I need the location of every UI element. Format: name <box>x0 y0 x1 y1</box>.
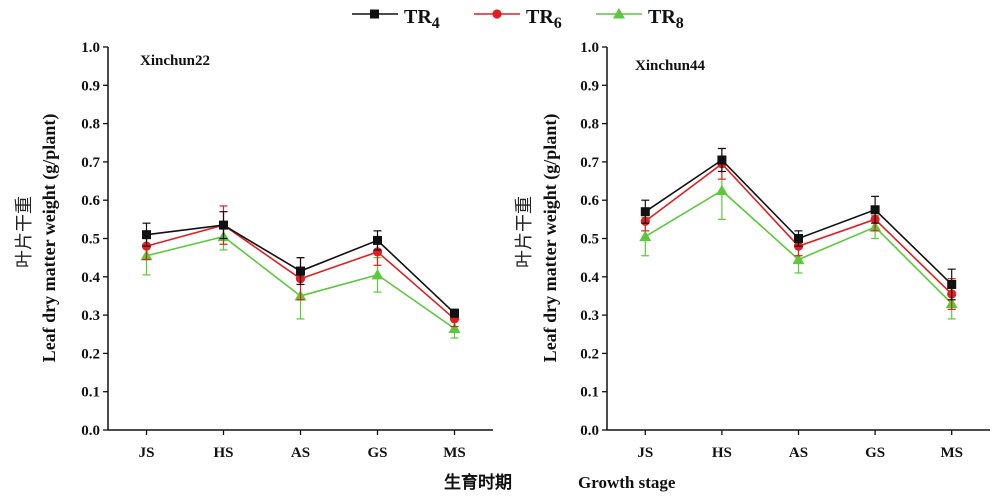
x-tick-label: HS <box>712 445 732 461</box>
legend-label-tr8: TR8 <box>648 6 684 32</box>
x-axis-label-cn: 生育时期 <box>444 472 512 493</box>
legend-label-tr6: TR6 <box>526 6 562 32</box>
y-tick-label: 0.3 <box>580 308 599 324</box>
y-axis-label-cn-right: 叶片干重 <box>514 196 535 268</box>
y-tick-label: 1.0 <box>81 40 100 56</box>
y-tick-label: 0.4 <box>81 270 100 286</box>
y-axis-label-left: Leaf dry matter weight (g/plant) <box>39 114 60 363</box>
y-tick-label: 0.2 <box>81 346 100 362</box>
data-point <box>450 308 459 318</box>
data-point <box>639 230 652 242</box>
x-tick-label: AS <box>291 445 310 461</box>
data-point <box>715 184 728 196</box>
y-tick-label: 0.8 <box>580 117 599 133</box>
y-tick-label: 0.6 <box>81 193 100 209</box>
y-tick-label: 0.5 <box>580 232 599 248</box>
x-tick-label: HS <box>213 445 233 461</box>
data-point <box>717 155 727 165</box>
y-tick-label: 0.6 <box>580 193 599 209</box>
y-tick-label: 0.7 <box>81 155 100 171</box>
series-tr6 <box>640 147 957 310</box>
x-tick-label: GS <box>865 445 885 461</box>
data-point <box>640 207 650 217</box>
legend-item-tr6: TR6 <box>474 6 562 32</box>
y-axis-label-right: Leaf dry matter weight (g/plant) <box>540 114 561 363</box>
x-axis-label: Growth stage <box>578 473 676 492</box>
data-point <box>142 230 151 240</box>
legend: TR4 TR6 TR8 <box>352 6 684 32</box>
y-tick-label: 0.8 <box>81 117 100 133</box>
x-tick-label: MS <box>940 445 963 461</box>
data-point <box>371 268 384 280</box>
x-tick-label: MS <box>443 445 466 461</box>
y-tick-label: 0.0 <box>81 423 100 439</box>
series-tr4 <box>640 147 957 301</box>
panel-title: Xinchun22 <box>140 53 210 69</box>
x-tick-label: AS <box>789 445 808 461</box>
x-tick-label: GS <box>367 445 387 461</box>
x-tick-label: JS <box>139 445 155 461</box>
legend-label-tr4: TR4 <box>404 6 440 32</box>
y-tick-label: 0.0 <box>580 423 599 439</box>
data-point <box>947 279 957 289</box>
y-tick-label: 0.9 <box>580 78 599 94</box>
data-point <box>219 220 228 230</box>
data-point <box>373 235 382 245</box>
panel-title: Xinchun44 <box>635 58 706 74</box>
legend-item-tr8: TR8 <box>596 6 684 32</box>
data-point <box>792 253 805 265</box>
y-tick-label: 0.4 <box>580 270 599 286</box>
y-tick-label: 0.3 <box>81 308 100 324</box>
series-line <box>644 162 953 295</box>
y-tick-label: 0.7 <box>580 155 599 171</box>
chart-panel-xinchun44: 0.0 0.1 0.2 0.3 0.4 0.5 0.6 0.7 0.8 0.9 1.0 JS HS AS G… <box>580 40 990 461</box>
y-tick-label: 0.2 <box>580 346 599 362</box>
data-point <box>794 234 803 243</box>
y-tick-label: 0.1 <box>81 385 100 401</box>
y-axis-label-cn-left: 叶片干重 <box>14 196 35 268</box>
y-tick-label: 0.9 <box>81 78 100 94</box>
legend-item-tr4: TR4 <box>352 6 440 32</box>
y-tick-label: 0.1 <box>580 385 599 401</box>
y-tick-label: 1.0 <box>580 40 599 56</box>
data-point <box>296 266 305 276</box>
y-tick-label: 0.5 <box>81 232 100 248</box>
chart-panel-xinchun22: 0.0 0.1 0.2 0.3 0.4 0.5 0.6 0.7 0.8 0.9 1.0 JS HS AS G… <box>81 40 493 461</box>
series-tr4 <box>142 211 459 318</box>
data-point <box>870 205 880 215</box>
x-tick-label: JS <box>637 445 653 461</box>
data-point <box>448 322 461 334</box>
